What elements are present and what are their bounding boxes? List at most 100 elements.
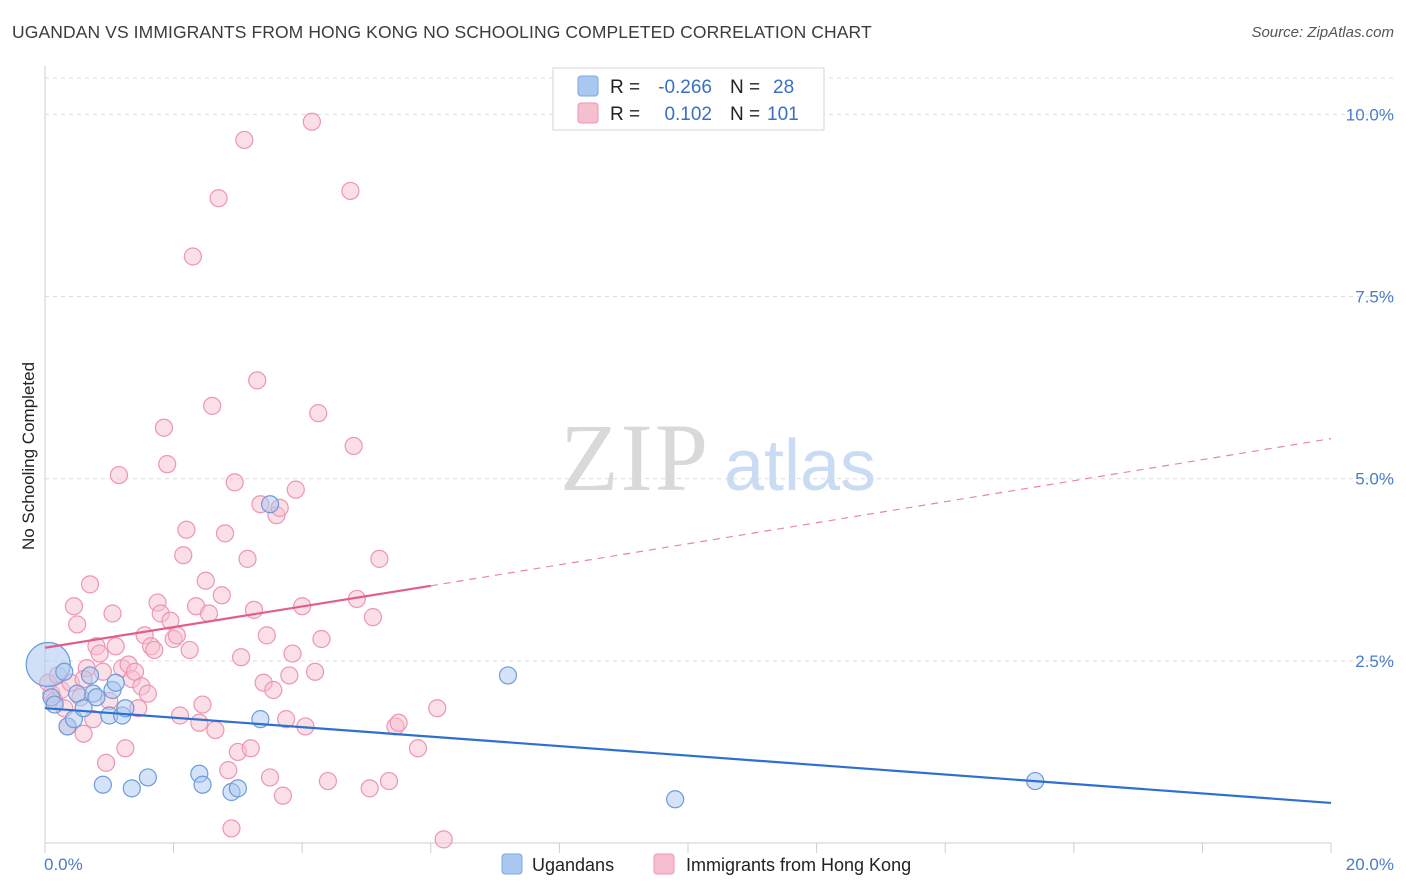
hongkong-point (174, 546, 193, 565)
hongkong-point (312, 629, 331, 649)
legend-swatch-ugandans (501, 853, 523, 875)
hongkong-point (305, 662, 325, 681)
hongkong-point (158, 455, 177, 474)
ugandan-point (228, 779, 247, 798)
hongkong-point (309, 404, 328, 423)
hongkong-point (116, 739, 135, 758)
ugandan-point (93, 775, 112, 794)
stats-legend-swatch-hongkong (577, 102, 599, 124)
hongkong-point (90, 644, 109, 663)
stats-legend: R = -0.266 N = 28 R = 0.102 N = 101 (552, 67, 825, 131)
hongkong-point (370, 549, 389, 568)
legend-label-ugandans: Ugandans (532, 855, 614, 875)
hongkong-point (264, 680, 283, 700)
hongkong-point (225, 473, 244, 492)
hongkong-point (344, 436, 363, 456)
watermark-atlas: atlas (724, 426, 876, 506)
stats-legend-swatch-ugandans (577, 75, 599, 97)
chart-title: UGANDAN VS IMMIGRANTS FROM HONG KONG NO … (12, 22, 872, 42)
hongkong-point (212, 586, 231, 605)
stats-r-value: -0.266 (658, 77, 712, 98)
ugandan-point (138, 768, 157, 787)
ugandan-point (55, 662, 74, 681)
hongkong-point (428, 699, 447, 718)
y-tick-label: 2.5% (1355, 652, 1394, 671)
stats-n-label: N = (730, 77, 760, 98)
hongkong-point (209, 189, 228, 208)
hongkong-point (280, 666, 299, 685)
watermark-zip: ZIP (560, 404, 710, 511)
hongkong-point (232, 648, 251, 667)
axes (44, 66, 1332, 853)
hongkong-point (257, 626, 276, 645)
stats-r-label: R = (610, 104, 640, 125)
stats-n-label: N = (730, 104, 760, 125)
hongkong-point (260, 768, 280, 787)
series-legend: Ugandans Immigrants from Hong Kong (501, 853, 911, 875)
hongkong-point (193, 695, 212, 714)
hongkong-point (109, 465, 129, 485)
y-tick-label: 5.0% (1355, 470, 1394, 489)
ugandan-point (498, 666, 518, 685)
hongkong-point (379, 771, 399, 791)
hongkong-point (167, 626, 186, 645)
trend-line-hongkong-dashed (430, 438, 1332, 587)
ugandan-point (116, 699, 135, 718)
ugandan-point (80, 666, 100, 685)
y-tick-label: 10.0% (1346, 105, 1394, 124)
hongkong-point (360, 779, 379, 798)
ugandan-point (666, 790, 685, 809)
hongkong-point (138, 684, 157, 703)
hongkong-point (363, 608, 383, 627)
hongkong-point (248, 371, 267, 390)
stats-r-label: R = (610, 77, 640, 98)
hongkong-point (64, 597, 84, 616)
hongkong-point (154, 418, 174, 437)
hongkong-point (277, 710, 296, 729)
stats-n-value: 28 (773, 77, 794, 98)
hongkong-point (238, 549, 257, 568)
hongkong-point (219, 761, 238, 780)
legend-swatch-hongkong (653, 853, 675, 875)
stats-n-value: 101 (767, 104, 799, 125)
trend-line-ugandans (44, 707, 1332, 805)
hongkong-point (222, 819, 241, 838)
hongkong-point (286, 480, 305, 499)
hongkong-point (206, 720, 225, 740)
hongkong-point (273, 786, 293, 805)
hongkong-point (341, 181, 360, 201)
hongkong-point (68, 615, 87, 634)
y-axis-label: No Schooling Completed (19, 362, 38, 550)
ugandan-point (106, 673, 125, 692)
hongkong-point (196, 571, 215, 590)
grid-lines (45, 77, 1394, 662)
ugandan-point (122, 779, 141, 798)
hongkong-point (106, 637, 125, 656)
hongkong-point (180, 640, 199, 660)
hongkong-point (235, 130, 254, 150)
hongkong-point (145, 640, 164, 660)
ugandan-point (193, 775, 212, 794)
hongkong-point (434, 830, 453, 849)
x-tick-label: 0.0% (44, 855, 83, 874)
hongkong-point (177, 520, 196, 539)
ugandan-point (87, 688, 106, 707)
ugandan-point (45, 695, 64, 714)
tick-labels: 2.5% 5.0% 7.5% 10.0% 0.0% 20.0% (44, 105, 1394, 874)
hongkong-point (389, 713, 408, 732)
hongkong-point (190, 713, 209, 732)
hongkong-point (80, 575, 100, 594)
hongkong-point (408, 739, 428, 758)
hongkong-point (96, 753, 116, 772)
trend-line-hongkong-solid (44, 584, 431, 649)
y-tick-label: 7.5% (1355, 288, 1394, 307)
source-credit: Source: ZipAtlas.com (1251, 24, 1394, 41)
hongkong-point (241, 739, 260, 758)
hongkong-point (203, 396, 222, 415)
hongkong-point (170, 706, 190, 725)
ugandan-point (260, 495, 280, 514)
hongkong-point (215, 524, 235, 543)
trend-lines (44, 438, 1332, 805)
hongkong-point (318, 771, 338, 791)
